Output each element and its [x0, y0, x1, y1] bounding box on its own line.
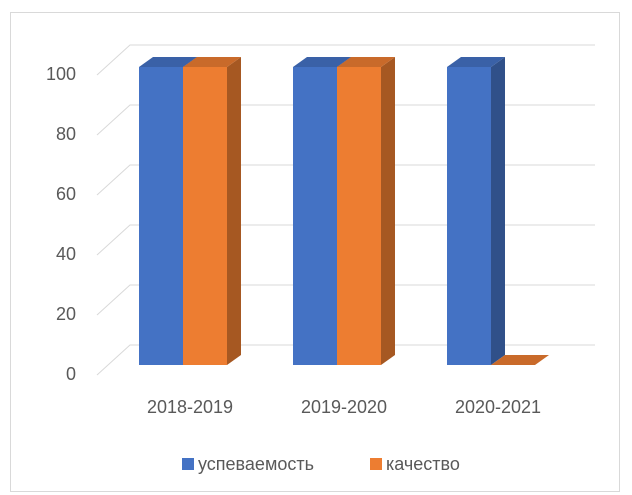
grid-line: [96, 344, 595, 376]
y-tick-label: 100: [46, 64, 76, 84]
grid-line: [96, 164, 595, 196]
grid-line: [96, 224, 595, 256]
legend-label: качество: [386, 454, 460, 474]
bar: [447, 57, 505, 365]
bar-side: [491, 57, 505, 365]
bar: [337, 57, 395, 365]
bar-front: [183, 67, 227, 365]
x-tick-label: 2019-2020: [301, 397, 387, 417]
bar-top: [447, 57, 505, 67]
bar-top: [139, 57, 197, 67]
x-tick-label: 2018-2019: [147, 397, 233, 417]
legend-swatch: [182, 458, 194, 470]
bar-top: [337, 57, 395, 67]
bar-side: [227, 57, 241, 365]
bar: [491, 355, 549, 365]
grid-line: [96, 104, 595, 136]
bar-side: [381, 57, 395, 365]
bar: [183, 57, 241, 365]
legend-swatch: [370, 458, 382, 470]
x-tick-label: 2020-2021: [455, 397, 541, 417]
y-tick-label: 80: [56, 124, 76, 144]
bar-top: [293, 57, 351, 67]
bar-front: [337, 67, 381, 365]
bar-front: [139, 67, 183, 365]
grid-line: [96, 44, 595, 76]
y-tick-label: 40: [56, 244, 76, 264]
y-tick-label: 20: [56, 304, 76, 324]
grid-line: [96, 284, 595, 316]
y-tick-label: 0: [66, 364, 76, 384]
bar-top: [183, 57, 241, 67]
bar-front: [447, 67, 491, 365]
legend-label: успеваемость: [198, 454, 314, 474]
y-tick-label: 60: [56, 184, 76, 204]
bar-front: [293, 67, 337, 365]
bar-top: [491, 355, 549, 365]
